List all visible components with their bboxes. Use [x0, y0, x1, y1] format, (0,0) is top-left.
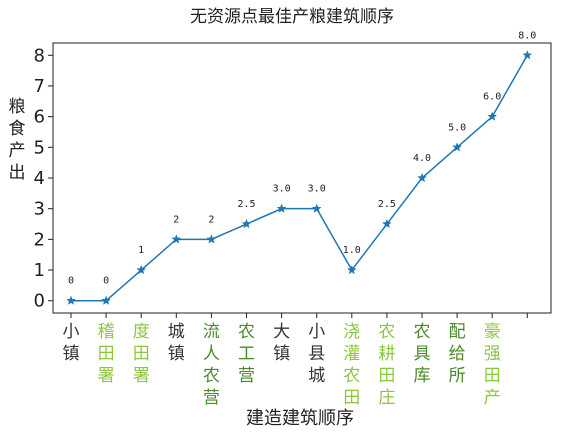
y-tick-label: 3 — [34, 199, 45, 220]
y-tick-label: 4 — [34, 168, 45, 189]
data-label: 2 — [173, 214, 179, 225]
chart-title: 无资源点最佳产粮建筑顺序 — [190, 7, 394, 27]
data-labels: 0 0 1 2 2 2.5 3.0 3.0 1.0 2.5 4.0 5.0 6.0 8.0 — [68, 30, 536, 286]
data-point — [101, 295, 112, 305]
y-tick-label: 2 — [34, 229, 45, 250]
x-tick-label: 稽田署 — [98, 322, 115, 386]
data-label: 2 — [208, 214, 214, 225]
data-label: 1 — [138, 245, 144, 256]
data-point — [417, 172, 427, 183]
y-tick-label: 0 — [34, 291, 45, 312]
x-tick-label: 农工营 — [238, 322, 255, 386]
x-tick-label: 浇灌农田 — [343, 322, 360, 408]
x-tick-label: 流人农营 — [203, 322, 220, 408]
markers — [66, 50, 533, 305]
x-tick-label: 度田署 — [133, 322, 150, 386]
x-tick-label: 豪强田产 — [484, 321, 501, 408]
data-label: 4.0 — [413, 153, 431, 164]
data-point — [346, 264, 357, 275]
x-axis: 小镇 稽田署 度田署 城镇 流人农营 农工营 大镇 小县城 浇灌农田 农耕田庄 农具库 配给所 豪强田产 — [63, 313, 528, 408]
plot-area — [52, 42, 552, 314]
data-point — [522, 50, 533, 60]
x-tick-label: 配给所 — [449, 322, 466, 386]
x-tick-label: 小镇 — [63, 322, 80, 364]
data-label: 2.5 — [378, 199, 396, 210]
x-tick-label: 城镇 — [168, 322, 185, 364]
x-axis-label: 建造建筑顺序 — [246, 408, 354, 429]
y-tick-label: 7 — [34, 76, 45, 97]
data-point — [276, 203, 287, 213]
data-point — [241, 218, 252, 229]
data-label: 2.5 — [237, 199, 255, 210]
x-tick-label: 农具库 — [414, 322, 431, 386]
data-point — [171, 234, 182, 244]
y-axis-label: 粮食产出 — [9, 97, 26, 183]
y-axis-label-text: 粮食产出 — [9, 97, 26, 183]
data-label: 6.0 — [483, 92, 501, 103]
x-tick-label: 农耕田庄 — [378, 322, 395, 408]
data-label: 0 — [103, 276, 109, 287]
data-point — [66, 295, 76, 305]
y-tick-label: 1 — [34, 260, 45, 281]
y-tick-label: 6 — [34, 107, 45, 128]
data-label: 3.0 — [308, 184, 326, 195]
data-label: 0 — [68, 276, 74, 287]
data-label: 5.0 — [448, 122, 466, 133]
data-point — [136, 264, 147, 275]
data-label: 8.0 — [518, 30, 536, 41]
series-line — [71, 54, 528, 302]
y-tick-label: 8 — [34, 45, 45, 66]
y-axis: 0 1 2 3 4 5 6 7 8 — [34, 45, 53, 312]
data-label: 1.0 — [343, 245, 361, 256]
data-point — [452, 142, 463, 152]
data-point — [487, 111, 498, 121]
data-point — [206, 234, 217, 244]
data-point — [311, 203, 322, 213]
x-tick-label: 小县城 — [308, 322, 325, 386]
y-tick-label: 5 — [34, 137, 45, 158]
data-point — [381, 218, 392, 229]
x-tick-label: 大镇 — [273, 322, 290, 364]
data-label: 3.0 — [273, 184, 291, 195]
